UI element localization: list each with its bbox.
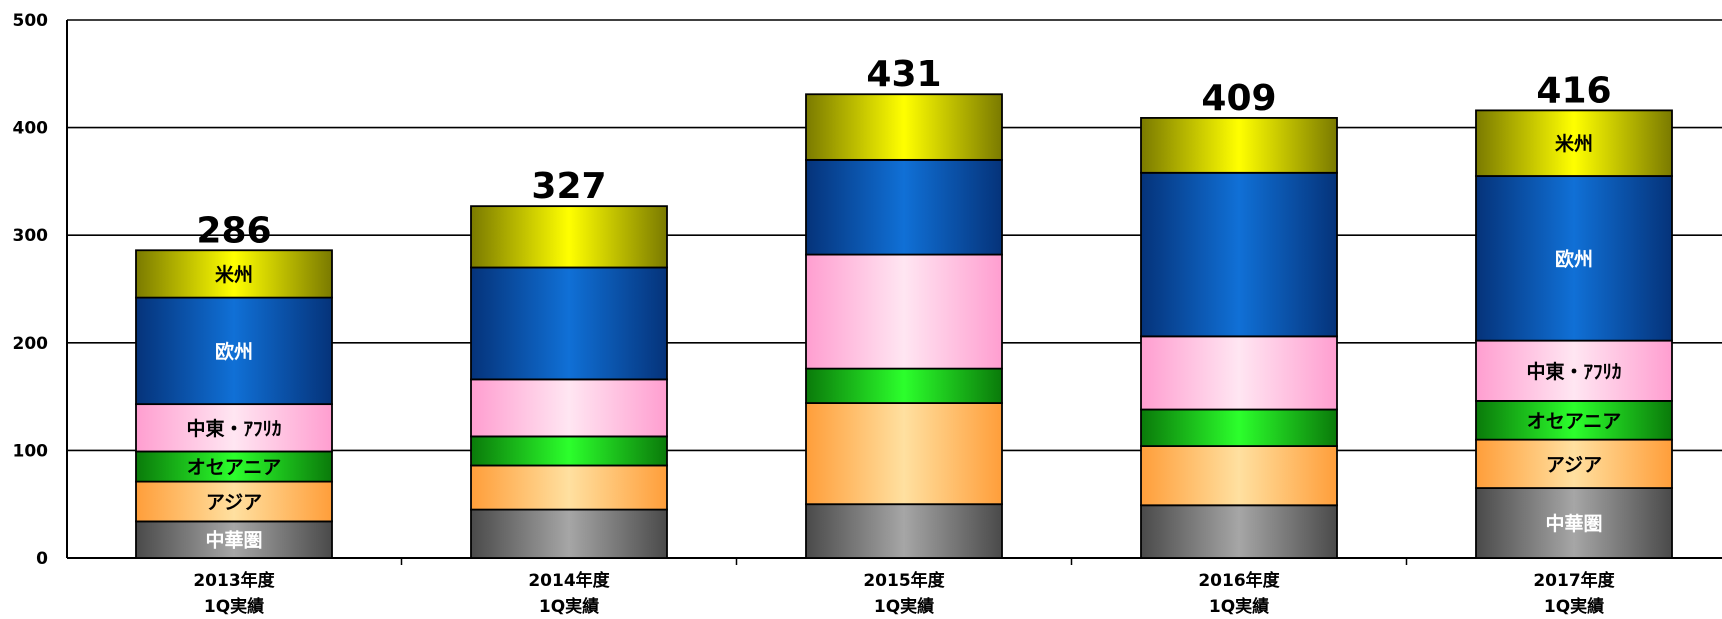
y-tick-label: 300 [13,226,49,246]
bar-segment [470,464,668,511]
bar-segment [805,402,1003,506]
segment-label: 中東・ｱﾌﾘｶ [186,417,281,440]
segment-label: 中華圏 [1545,512,1602,535]
y-tick-label: 200 [13,334,49,354]
bar-segment [1475,109,1673,177]
bars [135,93,1673,559]
bar-segment [1140,408,1338,447]
bar-segment [470,378,668,438]
y-tick-label: 400 [13,119,49,139]
x-category-label: 1Q実績 [204,596,264,617]
segment-label: 欧州 [1555,247,1593,270]
segment-label: 中華圏 [205,529,262,552]
bar-segment [1140,504,1338,559]
x-category-label: 2013年度 [193,570,275,591]
bar-segment [1475,438,1673,489]
bar-total-label: 416 [1536,70,1611,111]
x-category-label: 2015年度 [863,570,945,591]
bar-total-label: 409 [1201,78,1276,119]
segment-label: 欧州 [215,340,253,363]
bar-segment [805,93,1003,161]
y-tick-label: 0 [36,549,48,569]
bar-segment [135,249,333,299]
segment-label: 米州 [1555,132,1593,155]
segment-label: アジア [206,492,262,514]
y-tick-label: 500 [13,11,49,31]
x-category-label: 1Q実績 [1209,596,1269,617]
bar-segment [470,205,668,269]
bar-segment [135,480,333,523]
x-category-label: 1Q実績 [874,596,934,617]
segment-label: アジア [1546,454,1602,476]
bar-segment [1140,117,1338,174]
x-category-label: 1Q実績 [1544,596,1604,617]
segment-label: オセアニア [1527,410,1622,432]
x-category-label: 2014年度 [528,570,610,591]
bar-total-label: 286 [196,210,271,251]
x-category-label: 2016年度 [1198,570,1280,591]
y-tick-label: 100 [13,441,49,461]
bar-segment [805,158,1003,256]
bar-segment [805,253,1003,370]
bar-segment [805,503,1003,559]
x-category-label: 1Q実績 [539,596,599,617]
bar-segment [1475,487,1673,559]
bar-segment [470,435,668,467]
x-category-label: 2017年度 [1533,570,1615,591]
labels: 中華圏アジアオセアニア中東・ｱﾌﾘｶ欧州米州2862013年度1Q実績32720… [186,54,1621,617]
bar-segment [1140,335,1338,411]
bar-segment [1475,339,1673,402]
segment-label: 米州 [215,263,253,286]
bar-segment [1475,400,1673,441]
bar-segment [470,266,668,381]
bar-segment [1140,171,1338,338]
bar-segment [1140,445,1338,507]
bar-total-label: 431 [866,54,941,95]
segment-label: オセアニア [187,457,282,479]
bar-total-label: 327 [531,166,606,207]
bar-segment [470,508,668,559]
bar-segment [135,296,333,406]
segment-label: 中東・ｱﾌﾘｶ [1526,360,1621,383]
bar-segment [805,367,1003,404]
